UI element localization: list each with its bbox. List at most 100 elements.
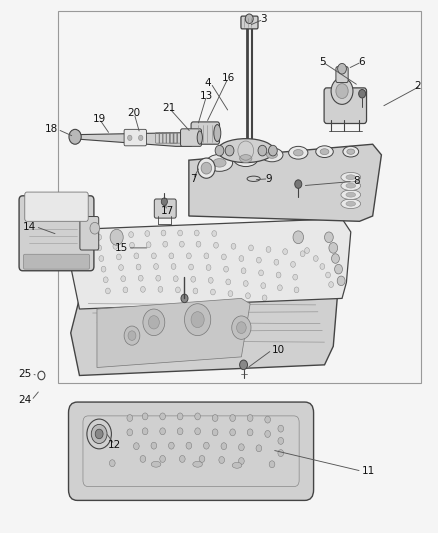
Circle shape xyxy=(116,254,121,260)
Circle shape xyxy=(161,230,166,236)
Circle shape xyxy=(129,243,134,248)
Ellipse shape xyxy=(342,147,358,157)
FancyBboxPatch shape xyxy=(240,16,258,29)
Circle shape xyxy=(304,248,309,254)
Circle shape xyxy=(112,233,117,239)
Circle shape xyxy=(223,266,228,272)
Circle shape xyxy=(248,245,253,251)
Circle shape xyxy=(128,331,136,341)
Circle shape xyxy=(196,241,201,247)
Circle shape xyxy=(229,415,235,422)
Circle shape xyxy=(105,288,110,294)
Circle shape xyxy=(264,431,270,438)
Circle shape xyxy=(103,277,108,282)
Ellipse shape xyxy=(192,462,202,467)
Circle shape xyxy=(184,304,210,336)
Polygon shape xyxy=(71,282,337,375)
Circle shape xyxy=(180,294,187,303)
Text: 21: 21 xyxy=(162,103,175,113)
Circle shape xyxy=(230,244,235,249)
Text: 24: 24 xyxy=(18,395,31,406)
Circle shape xyxy=(203,442,209,449)
Circle shape xyxy=(313,256,318,262)
Circle shape xyxy=(191,276,195,282)
Polygon shape xyxy=(71,219,350,309)
FancyBboxPatch shape xyxy=(19,196,94,271)
Circle shape xyxy=(179,241,184,247)
Circle shape xyxy=(245,293,250,298)
Ellipse shape xyxy=(340,199,360,208)
FancyBboxPatch shape xyxy=(124,130,146,146)
FancyBboxPatch shape xyxy=(335,67,347,83)
Circle shape xyxy=(151,442,156,449)
Circle shape xyxy=(127,429,132,436)
Circle shape xyxy=(148,316,159,329)
Ellipse shape xyxy=(233,151,258,166)
Circle shape xyxy=(169,253,173,259)
Text: 18: 18 xyxy=(44,124,57,134)
Circle shape xyxy=(294,180,301,188)
Text: 15: 15 xyxy=(114,243,127,253)
Circle shape xyxy=(110,229,123,245)
Circle shape xyxy=(292,231,303,244)
Circle shape xyxy=(238,444,244,451)
Circle shape xyxy=(220,443,226,450)
Circle shape xyxy=(212,429,218,436)
Ellipse shape xyxy=(340,172,360,182)
FancyBboxPatch shape xyxy=(80,216,99,250)
Circle shape xyxy=(162,241,167,247)
Text: 4: 4 xyxy=(204,78,210,88)
Circle shape xyxy=(133,443,139,450)
Circle shape xyxy=(319,264,324,269)
Circle shape xyxy=(90,222,99,234)
FancyBboxPatch shape xyxy=(180,129,201,147)
Circle shape xyxy=(238,256,243,262)
Circle shape xyxy=(120,276,125,281)
Circle shape xyxy=(328,281,333,287)
Ellipse shape xyxy=(151,462,160,467)
Ellipse shape xyxy=(239,155,251,163)
Circle shape xyxy=(325,272,330,278)
Circle shape xyxy=(96,235,101,240)
Circle shape xyxy=(159,456,165,463)
Circle shape xyxy=(113,244,117,249)
Circle shape xyxy=(161,198,167,205)
Circle shape xyxy=(109,460,115,467)
Text: 10: 10 xyxy=(272,345,285,355)
Circle shape xyxy=(91,424,107,443)
Ellipse shape xyxy=(217,139,274,163)
Ellipse shape xyxy=(345,192,355,197)
Ellipse shape xyxy=(315,146,332,158)
FancyBboxPatch shape xyxy=(154,199,176,218)
Circle shape xyxy=(240,268,245,273)
Circle shape xyxy=(138,275,143,281)
Circle shape xyxy=(258,146,266,156)
Circle shape xyxy=(194,428,200,435)
Circle shape xyxy=(142,413,148,420)
Circle shape xyxy=(336,276,344,286)
Circle shape xyxy=(142,428,148,435)
Ellipse shape xyxy=(288,147,307,159)
Circle shape xyxy=(118,265,123,270)
Circle shape xyxy=(335,84,347,99)
Circle shape xyxy=(146,242,151,248)
Circle shape xyxy=(300,251,304,257)
Text: 8: 8 xyxy=(352,176,359,187)
Ellipse shape xyxy=(201,163,211,174)
Circle shape xyxy=(173,276,178,281)
Text: 14: 14 xyxy=(22,222,35,232)
FancyBboxPatch shape xyxy=(23,254,89,269)
Circle shape xyxy=(151,253,156,259)
FancyBboxPatch shape xyxy=(323,88,366,124)
Text: 19: 19 xyxy=(92,114,106,124)
Bar xyxy=(57,11,420,383)
Circle shape xyxy=(256,257,261,263)
FancyBboxPatch shape xyxy=(191,122,219,144)
Circle shape xyxy=(282,249,287,255)
Circle shape xyxy=(277,450,283,457)
Circle shape xyxy=(87,419,111,449)
Circle shape xyxy=(138,135,143,141)
Circle shape xyxy=(225,146,233,156)
Circle shape xyxy=(212,415,218,422)
Circle shape xyxy=(101,266,106,272)
